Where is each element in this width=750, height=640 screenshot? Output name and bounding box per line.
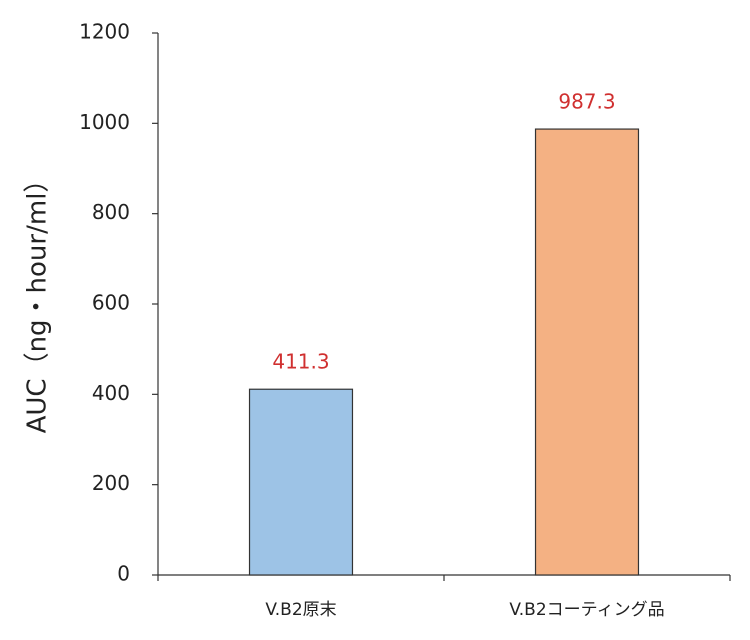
x-tick-label: V.B2原末 (265, 600, 336, 620)
bar (534, 128, 640, 576)
y-tick-label: 800 (92, 200, 130, 224)
y-axis-label: AUC（ng・hour/ml） (23, 167, 53, 434)
y-tick-label: 1000 (79, 110, 130, 134)
y-tick-label: 400 (92, 381, 130, 405)
bar (248, 388, 354, 576)
y-tick-label: 200 (92, 471, 130, 495)
y-tick-label: 600 (92, 291, 130, 315)
y-tick-label: 1200 (79, 20, 130, 44)
x-tick-label: V.B2コーティング品 (509, 600, 664, 620)
value-label: 987.3 (558, 90, 615, 114)
value-label: 411.3 (272, 350, 329, 374)
y-tick-label: 0 (117, 562, 130, 586)
